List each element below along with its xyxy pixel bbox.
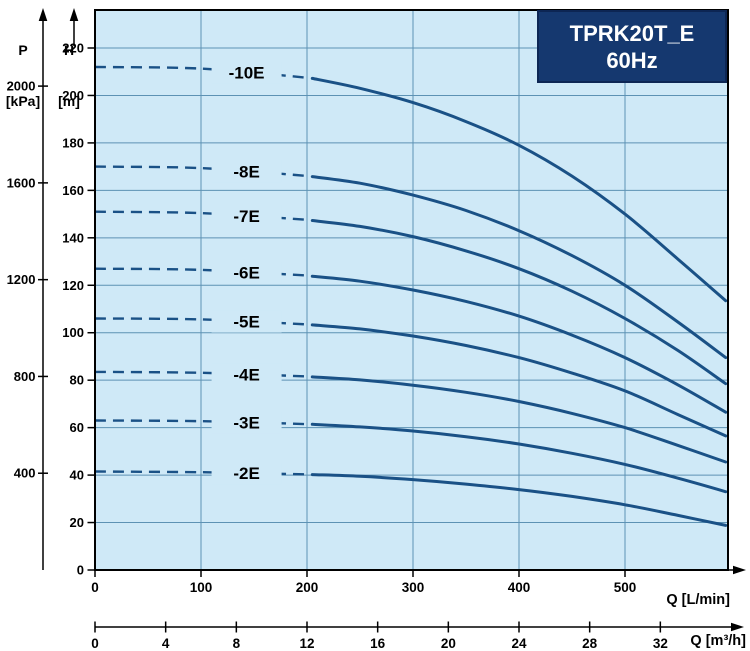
curve-solid--10E	[310, 76, 728, 303]
curve-solid--5E	[310, 323, 728, 438]
pressure-tick-label: 1600	[7, 175, 36, 190]
curve-solid--8E	[310, 175, 728, 360]
head-tick-label: 40	[70, 468, 84, 483]
curve-label--4E: -4E	[233, 365, 259, 384]
pressure-axis-unit: [kPa]	[5, 93, 41, 109]
curve-label--6E: -6E	[233, 263, 259, 282]
pressure-axis-arrow-icon	[38, 8, 48, 21]
curve-label-gap	[211, 160, 282, 183]
curve-label--3E: -3E	[233, 413, 259, 432]
curve-solid--7E	[310, 219, 728, 386]
head-tick-label: 0	[77, 563, 84, 578]
flow-lmin-tick-label: 500	[614, 580, 637, 595]
flow-lmin-axis-arrow-icon	[733, 565, 746, 575]
flow-m3h-tick-label: 32	[653, 636, 668, 651]
head-tick-label: 60	[70, 420, 84, 435]
curve-label--7E: -7E	[233, 207, 259, 226]
head-axis-unit: [m]	[58, 93, 80, 109]
curve-label--10E: -10E	[229, 64, 265, 83]
flow-m3h-tick-label: 4	[162, 636, 170, 651]
curve-dashed--5E	[94, 317, 308, 326]
head-axis-arrow-icon	[69, 8, 79, 21]
curve-solid--6E	[310, 274, 728, 414]
curve-dashed--3E	[94, 419, 308, 426]
head-tick-label: 180	[62, 135, 84, 150]
flow-m3h-axis-arrow-icon	[731, 622, 744, 632]
head-tick-label: 120	[62, 278, 84, 293]
head-tick-label: 140	[62, 230, 84, 245]
head-tick-label: 160	[62, 183, 84, 198]
curve-dashed--8E	[94, 165, 308, 178]
curve-dashed--4E	[94, 370, 308, 378]
flow-lmin-tick-label: 400	[508, 580, 531, 595]
head-axis-header: H [m]	[48, 8, 90, 144]
curve-dashed--6E	[94, 267, 308, 277]
flow-lmin-tick-label: 200	[296, 580, 319, 595]
flow-m3h-tick-label: 28	[582, 636, 598, 651]
flow-m3h-tick-label: 12	[299, 636, 314, 651]
head-tick-label: 100	[62, 325, 84, 340]
head-axis-symbol: H	[63, 42, 75, 58]
title-model: TPRK20T_E	[569, 20, 695, 46]
curve-solid--2E	[310, 473, 728, 527]
plot-border	[94, 9, 729, 571]
flow-axis-label-m3h: Q [m³/h]	[690, 633, 746, 649]
curve-dashed--7E	[94, 210, 308, 221]
pressure-tick-label: 1200	[7, 272, 36, 287]
head-tick-label: 220	[62, 41, 84, 56]
curve-label-gap	[211, 411, 282, 434]
flow-lmin-tick-label: 100	[190, 580, 213, 595]
curve-label-gap	[211, 363, 282, 386]
pressure-tick-label: 800	[14, 369, 36, 384]
curve-label-gap	[211, 61, 282, 84]
flow-lmin-tick-label: 300	[402, 580, 425, 595]
head-tick-label: 200	[62, 88, 84, 103]
pressure-tick-label: 2000	[7, 79, 36, 94]
curve-label--5E: -5E	[233, 313, 259, 332]
pressure-tick-label: 400	[14, 466, 36, 481]
flow-m3h-tick-label: 20	[441, 636, 456, 651]
curve-dashed--10E	[94, 65, 308, 79]
flow-lmin-tick-label: 0	[91, 580, 99, 595]
flow-m3h-tick-label: 24	[511, 636, 527, 651]
curve-label--2E: -2E	[233, 464, 259, 483]
curve-label-gap	[211, 310, 282, 333]
curve-label-gap	[211, 462, 282, 485]
curve-label--8E: -8E	[233, 162, 259, 181]
pressure-axis-header: P [kPa]	[0, 8, 46, 144]
curve-solid--3E	[310, 422, 728, 494]
curve-label-gap	[211, 261, 282, 284]
flow-axis-label-lmin: Q [L/min]	[666, 592, 730, 608]
head-tick-label: 20	[70, 515, 84, 530]
flow-m3h-tick-label: 8	[233, 636, 241, 651]
curve-dashed--2E	[94, 470, 308, 476]
title-box: TPRK20T_E 60Hz	[537, 10, 727, 83]
curve-solid--4E	[310, 375, 728, 464]
flow-m3h-tick-label: 0	[91, 636, 99, 651]
pressure-axis-symbol: P	[18, 42, 28, 58]
curve-label-gap	[211, 204, 282, 227]
title-frequency: 60Hz	[606, 47, 658, 73]
head-tick-label: 80	[70, 373, 84, 388]
flow-m3h-tick-label: 16	[370, 636, 386, 651]
